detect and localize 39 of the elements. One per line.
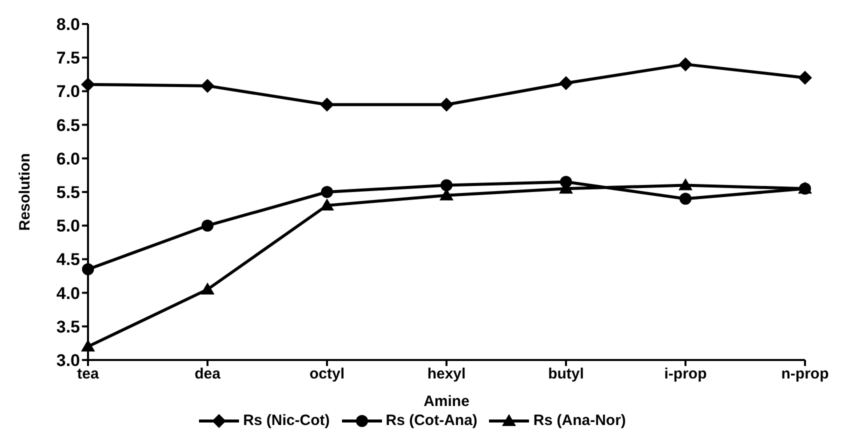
y-tick-label: 7.0 xyxy=(56,82,80,102)
point xyxy=(200,78,214,93)
y-tick-label: 5.0 xyxy=(56,216,80,236)
y-tick-label: 4.0 xyxy=(56,284,80,303)
point xyxy=(320,98,334,112)
legend-label: Rs (Nic-Cot) xyxy=(243,412,330,429)
x-tick-label: hexyl xyxy=(427,366,466,383)
x-tick-label: n-prop xyxy=(781,366,829,383)
y-tick-label: 4.5 xyxy=(56,250,80,270)
y-tick-label: 6.5 xyxy=(56,116,80,135)
point xyxy=(440,98,454,112)
point xyxy=(81,77,95,92)
point xyxy=(200,282,214,294)
y-tick-label: 7.5 xyxy=(56,48,80,68)
y-tick-label: 5.5 xyxy=(56,183,80,202)
y-axis-title: Resolution xyxy=(16,153,34,231)
legend-label: Rs (Ana-Nor) xyxy=(533,412,626,429)
point xyxy=(559,76,573,90)
point xyxy=(82,263,94,276)
y-tick-label: 8.0 xyxy=(56,15,80,34)
x-tick-label: octyl xyxy=(309,366,345,383)
point xyxy=(81,340,95,352)
legend-label: Rs (Cot-Ana) xyxy=(386,412,478,429)
y-tick-label: 3.0 xyxy=(56,351,80,370)
point xyxy=(798,70,812,85)
y-tick-label: 6.0 xyxy=(56,149,80,168)
x-axis-title: Amine xyxy=(424,393,470,410)
y-tick-label: 3.5 xyxy=(56,317,80,336)
point xyxy=(320,198,334,210)
point xyxy=(440,179,452,192)
point xyxy=(678,178,692,190)
x-tick-label: dea xyxy=(194,366,222,383)
x-tick-label: tea xyxy=(77,366,100,383)
point xyxy=(202,220,214,232)
point xyxy=(678,57,692,72)
point xyxy=(321,186,333,198)
point xyxy=(680,192,692,205)
x-tick-label: butyl xyxy=(548,366,584,383)
x-tick-label: i-prop xyxy=(664,366,707,383)
